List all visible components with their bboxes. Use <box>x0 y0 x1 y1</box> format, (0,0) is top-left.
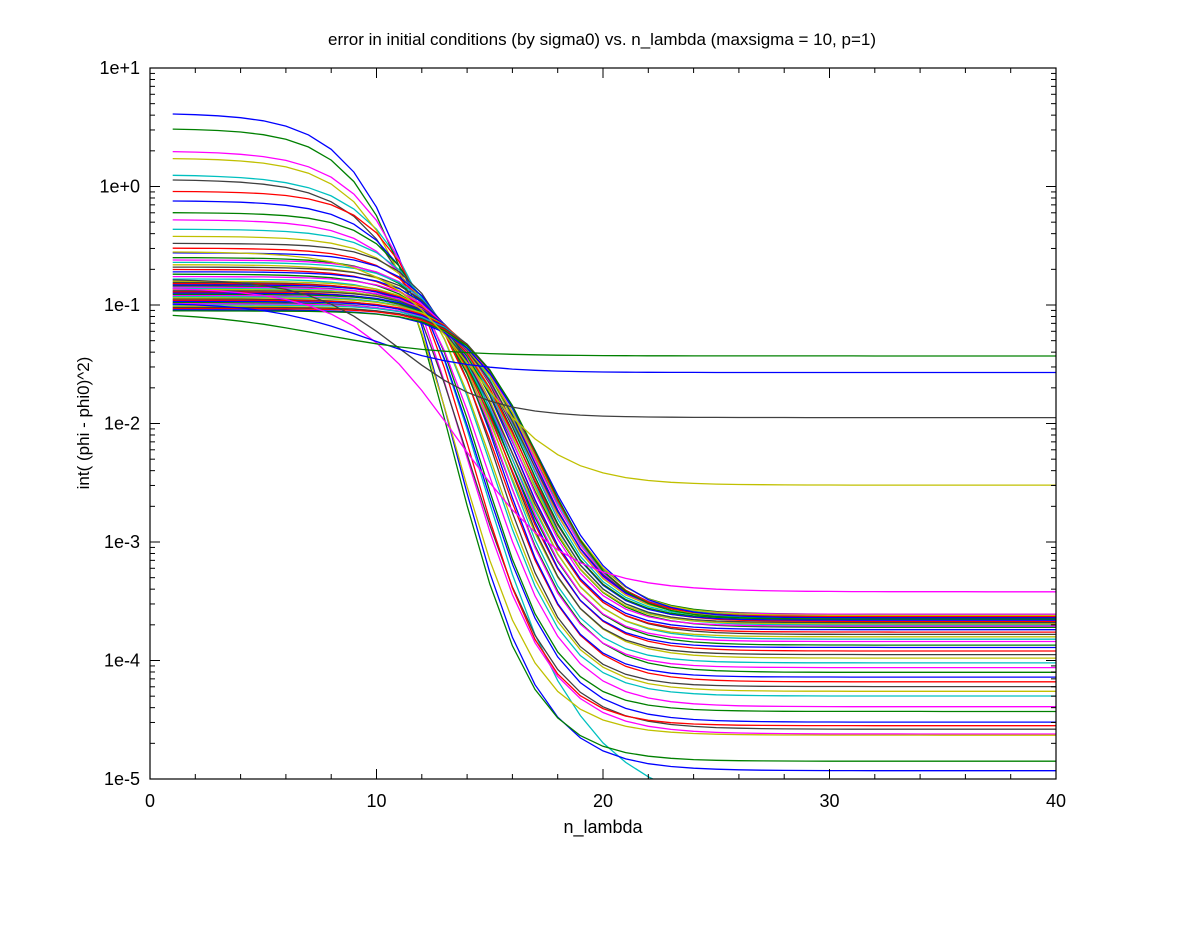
series-layer <box>172 113 1056 779</box>
series-line-s54 <box>172 279 1056 419</box>
series-line-s17 <box>172 259 1056 669</box>
series-line-s11 <box>172 228 1056 697</box>
series-line-s47 <box>172 305 1056 617</box>
y-tick-label: 1e-2 <box>104 414 140 434</box>
series-line-s23 <box>172 273 1056 646</box>
series-line-s18 <box>172 261 1056 664</box>
series-line-s19 <box>172 264 1056 659</box>
x-tick-label: 20 <box>593 791 613 811</box>
series-line-s56 <box>172 314 1056 357</box>
series-line-s10 <box>172 219 1056 708</box>
series-line-s5 <box>172 157 1056 736</box>
series-line-s26 <box>172 280 1056 638</box>
series-line-s29 <box>172 284 1056 631</box>
series-line-s24 <box>172 275 1056 643</box>
series-line-s4 <box>172 150 1056 735</box>
tick-labels-layer: 0 10 20 30 40 1e+1 1e+0 1e-1 1e-2 1e-3 1e-4 1e-5 <box>99 58 1066 811</box>
x-tick-label: 40 <box>1046 791 1066 811</box>
y-tick-label: 1e-5 <box>104 769 140 789</box>
series-line-s2 <box>172 113 1056 772</box>
series-line-s3 <box>172 128 1056 762</box>
series-line-s20 <box>172 266 1056 656</box>
series-line-s16 <box>172 257 1056 673</box>
x-axis-label: n_lambda <box>563 817 643 838</box>
series-line-s22 <box>172 271 1056 649</box>
series-line-s52 <box>172 288 1056 593</box>
series-line-s28 <box>172 283 1056 633</box>
series-line-s50 <box>172 309 1056 619</box>
y-tick-label: 1e-1 <box>104 295 140 315</box>
x-tick-label: 0 <box>145 791 155 811</box>
series-line-s21 <box>172 268 1056 652</box>
series-line-s34 <box>172 290 1056 624</box>
series-line-s51 <box>172 310 1056 620</box>
y-tick-label: 1e+0 <box>99 177 140 197</box>
series-line-s36 <box>172 292 1056 621</box>
series-line-s7 <box>172 190 1056 727</box>
x-tick-label: 10 <box>366 791 386 811</box>
series-line-s6 <box>172 179 1056 730</box>
x-tick-label: 30 <box>819 791 839 811</box>
y-tick-label: 1e-4 <box>104 651 140 671</box>
series-line-s55 <box>172 303 1056 374</box>
series-line-s31 <box>172 286 1056 627</box>
series-line-s12 <box>172 235 1056 692</box>
chart-title: error in initial conditions (by sigma0) … <box>328 30 876 49</box>
series-line-s8 <box>172 200 1056 723</box>
series-line-s53 <box>172 251 1056 486</box>
y-tick-label: 1e+1 <box>99 58 140 78</box>
y-tick-label: 1e-3 <box>104 532 140 552</box>
series-line-s33 <box>172 288 1056 625</box>
series-line-s9 <box>172 212 1056 713</box>
series-line-s13 <box>172 242 1056 688</box>
series-line-s14 <box>172 247 1056 683</box>
y-axis-label: int( (phi - phi0)^2) <box>74 357 93 490</box>
series-line-s15 <box>172 252 1056 678</box>
ticks-layer <box>149 67 1057 780</box>
series-line-s1 <box>172 174 655 779</box>
